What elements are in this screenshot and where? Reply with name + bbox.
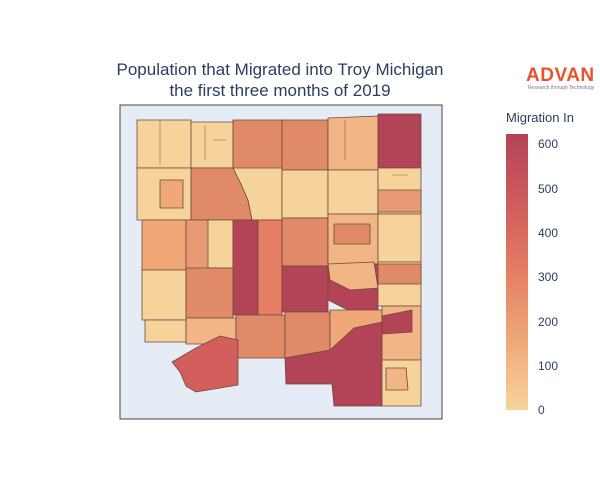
region-tract-23[interactable]	[377, 213, 422, 263]
chart-title-line-2: the first three months of 2019	[169, 81, 391, 100]
region-tract-14[interactable]	[377, 189, 422, 213]
chart-title-line-1: Population that Migrated into Troy Michi…	[116, 60, 444, 79]
region-tract-30[interactable]	[377, 263, 422, 285]
colorbar-tick-500: 500	[538, 182, 559, 196]
region-tract-3[interactable]	[232, 119, 283, 171]
region-tract-1[interactable]	[136, 119, 192, 169]
advan-logo-wordmark: ADVAN	[526, 65, 595, 86]
boundary-lines-1	[159, 120, 226, 165]
advan-logo: ADVAN Research through Technology	[526, 66, 596, 92]
colorbar-tick-200: 200	[538, 315, 559, 329]
region-tract-18[interactable]	[232, 219, 259, 316]
region-tract-41[interactable]	[385, 367, 409, 391]
colorbar-tick-0: 0	[538, 403, 545, 417]
region-tract-17[interactable]	[207, 219, 234, 269]
chart-title: Population that Migrated into Troy Michi…	[80, 59, 480, 101]
region-tract-19[interactable]	[257, 219, 283, 316]
colorbar-tick-400: 400	[538, 226, 559, 240]
region-tract-28[interactable]	[327, 261, 379, 291]
region-tract-26[interactable]	[281, 265, 329, 313]
region-tract-33[interactable]	[235, 314, 286, 359]
colorbar	[506, 134, 528, 410]
boundary-lines-2	[344, 120, 408, 176]
region-tract-38[interactable]	[171, 335, 239, 393]
advan-logo-tagline: Research through Technology	[528, 85, 595, 91]
colorbar-tick-600: 600	[538, 137, 559, 151]
region-tract-8[interactable]	[159, 179, 184, 209]
region-tract-20[interactable]	[281, 217, 329, 267]
colorbar-title: Migration In	[506, 110, 574, 125]
region-tract-6[interactable]	[377, 113, 422, 169]
region-tract-2[interactable]	[190, 121, 234, 169]
colorbar-tick-100: 100	[538, 359, 559, 373]
region-tract-4[interactable]	[281, 119, 329, 171]
region-tract-22[interactable]	[333, 223, 371, 245]
region-tract-25[interactable]	[185, 267, 234, 319]
region-tract-15[interactable]	[141, 219, 187, 271]
region-tract-12[interactable]	[327, 169, 379, 215]
region-tract-31[interactable]	[144, 319, 187, 343]
colorbar-tick-300: 300	[538, 270, 559, 284]
region-tract-11[interactable]	[281, 169, 329, 219]
region-tract-5[interactable]	[327, 115, 379, 171]
region-tract-24[interactable]	[141, 269, 187, 321]
